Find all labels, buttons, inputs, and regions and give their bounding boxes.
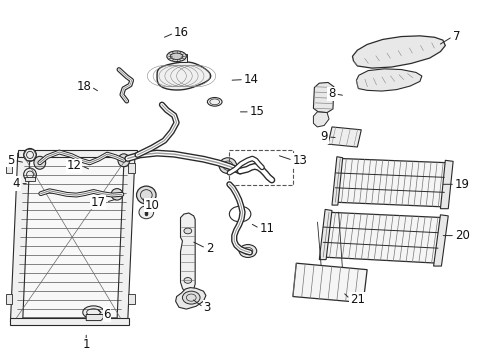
Polygon shape [157,62,211,90]
Ellipse shape [111,189,123,200]
Text: 19: 19 [455,178,470,191]
Ellipse shape [207,98,222,106]
Text: 12: 12 [66,159,81,172]
Ellipse shape [24,148,36,161]
Text: 4: 4 [13,177,20,190]
Ellipse shape [170,53,183,59]
Bar [229,149,293,185]
Text: 10: 10 [145,199,160,212]
Text: 1: 1 [82,338,90,351]
Polygon shape [86,315,103,320]
Bar [175,54,187,62]
Polygon shape [441,160,453,209]
Text: 17: 17 [91,196,106,209]
Text: 13: 13 [293,154,308,167]
Polygon shape [323,212,444,263]
Bar [5,294,12,304]
Ellipse shape [118,154,130,167]
Polygon shape [117,153,135,321]
Ellipse shape [83,306,104,319]
Bar [128,163,135,173]
Ellipse shape [219,158,237,174]
Polygon shape [319,210,332,260]
Text: 2: 2 [206,242,214,255]
Text: 18: 18 [76,80,91,93]
Ellipse shape [239,244,257,257]
Text: 8: 8 [328,87,335,100]
Text: 9: 9 [320,130,328,144]
Ellipse shape [34,156,46,169]
Text: 15: 15 [250,105,265,118]
Ellipse shape [139,206,154,219]
Ellipse shape [167,51,186,62]
Polygon shape [332,157,343,205]
Text: 6: 6 [103,308,111,321]
Polygon shape [10,318,129,325]
Text: 7: 7 [453,30,460,43]
Polygon shape [180,213,195,293]
Polygon shape [356,69,422,91]
Text: 20: 20 [455,229,470,242]
Text: 3: 3 [203,301,211,314]
Ellipse shape [182,291,200,304]
Polygon shape [314,82,334,113]
Text: 11: 11 [260,222,275,235]
Text: 14: 14 [244,73,259,86]
Ellipse shape [24,168,36,181]
Bar [25,177,35,181]
Bar [128,294,135,304]
Polygon shape [293,263,367,303]
Ellipse shape [184,228,192,234]
Polygon shape [175,288,206,309]
Bar [5,163,12,173]
Ellipse shape [137,186,156,204]
Ellipse shape [184,278,192,283]
Text: 5: 5 [7,154,14,167]
Polygon shape [335,158,449,207]
Text: 16: 16 [174,27,189,40]
Polygon shape [18,149,137,157]
Polygon shape [434,215,448,266]
Polygon shape [10,153,30,321]
Polygon shape [314,112,329,127]
Polygon shape [328,127,361,147]
Polygon shape [352,36,445,68]
Polygon shape [16,157,128,318]
Text: 21: 21 [350,293,365,306]
